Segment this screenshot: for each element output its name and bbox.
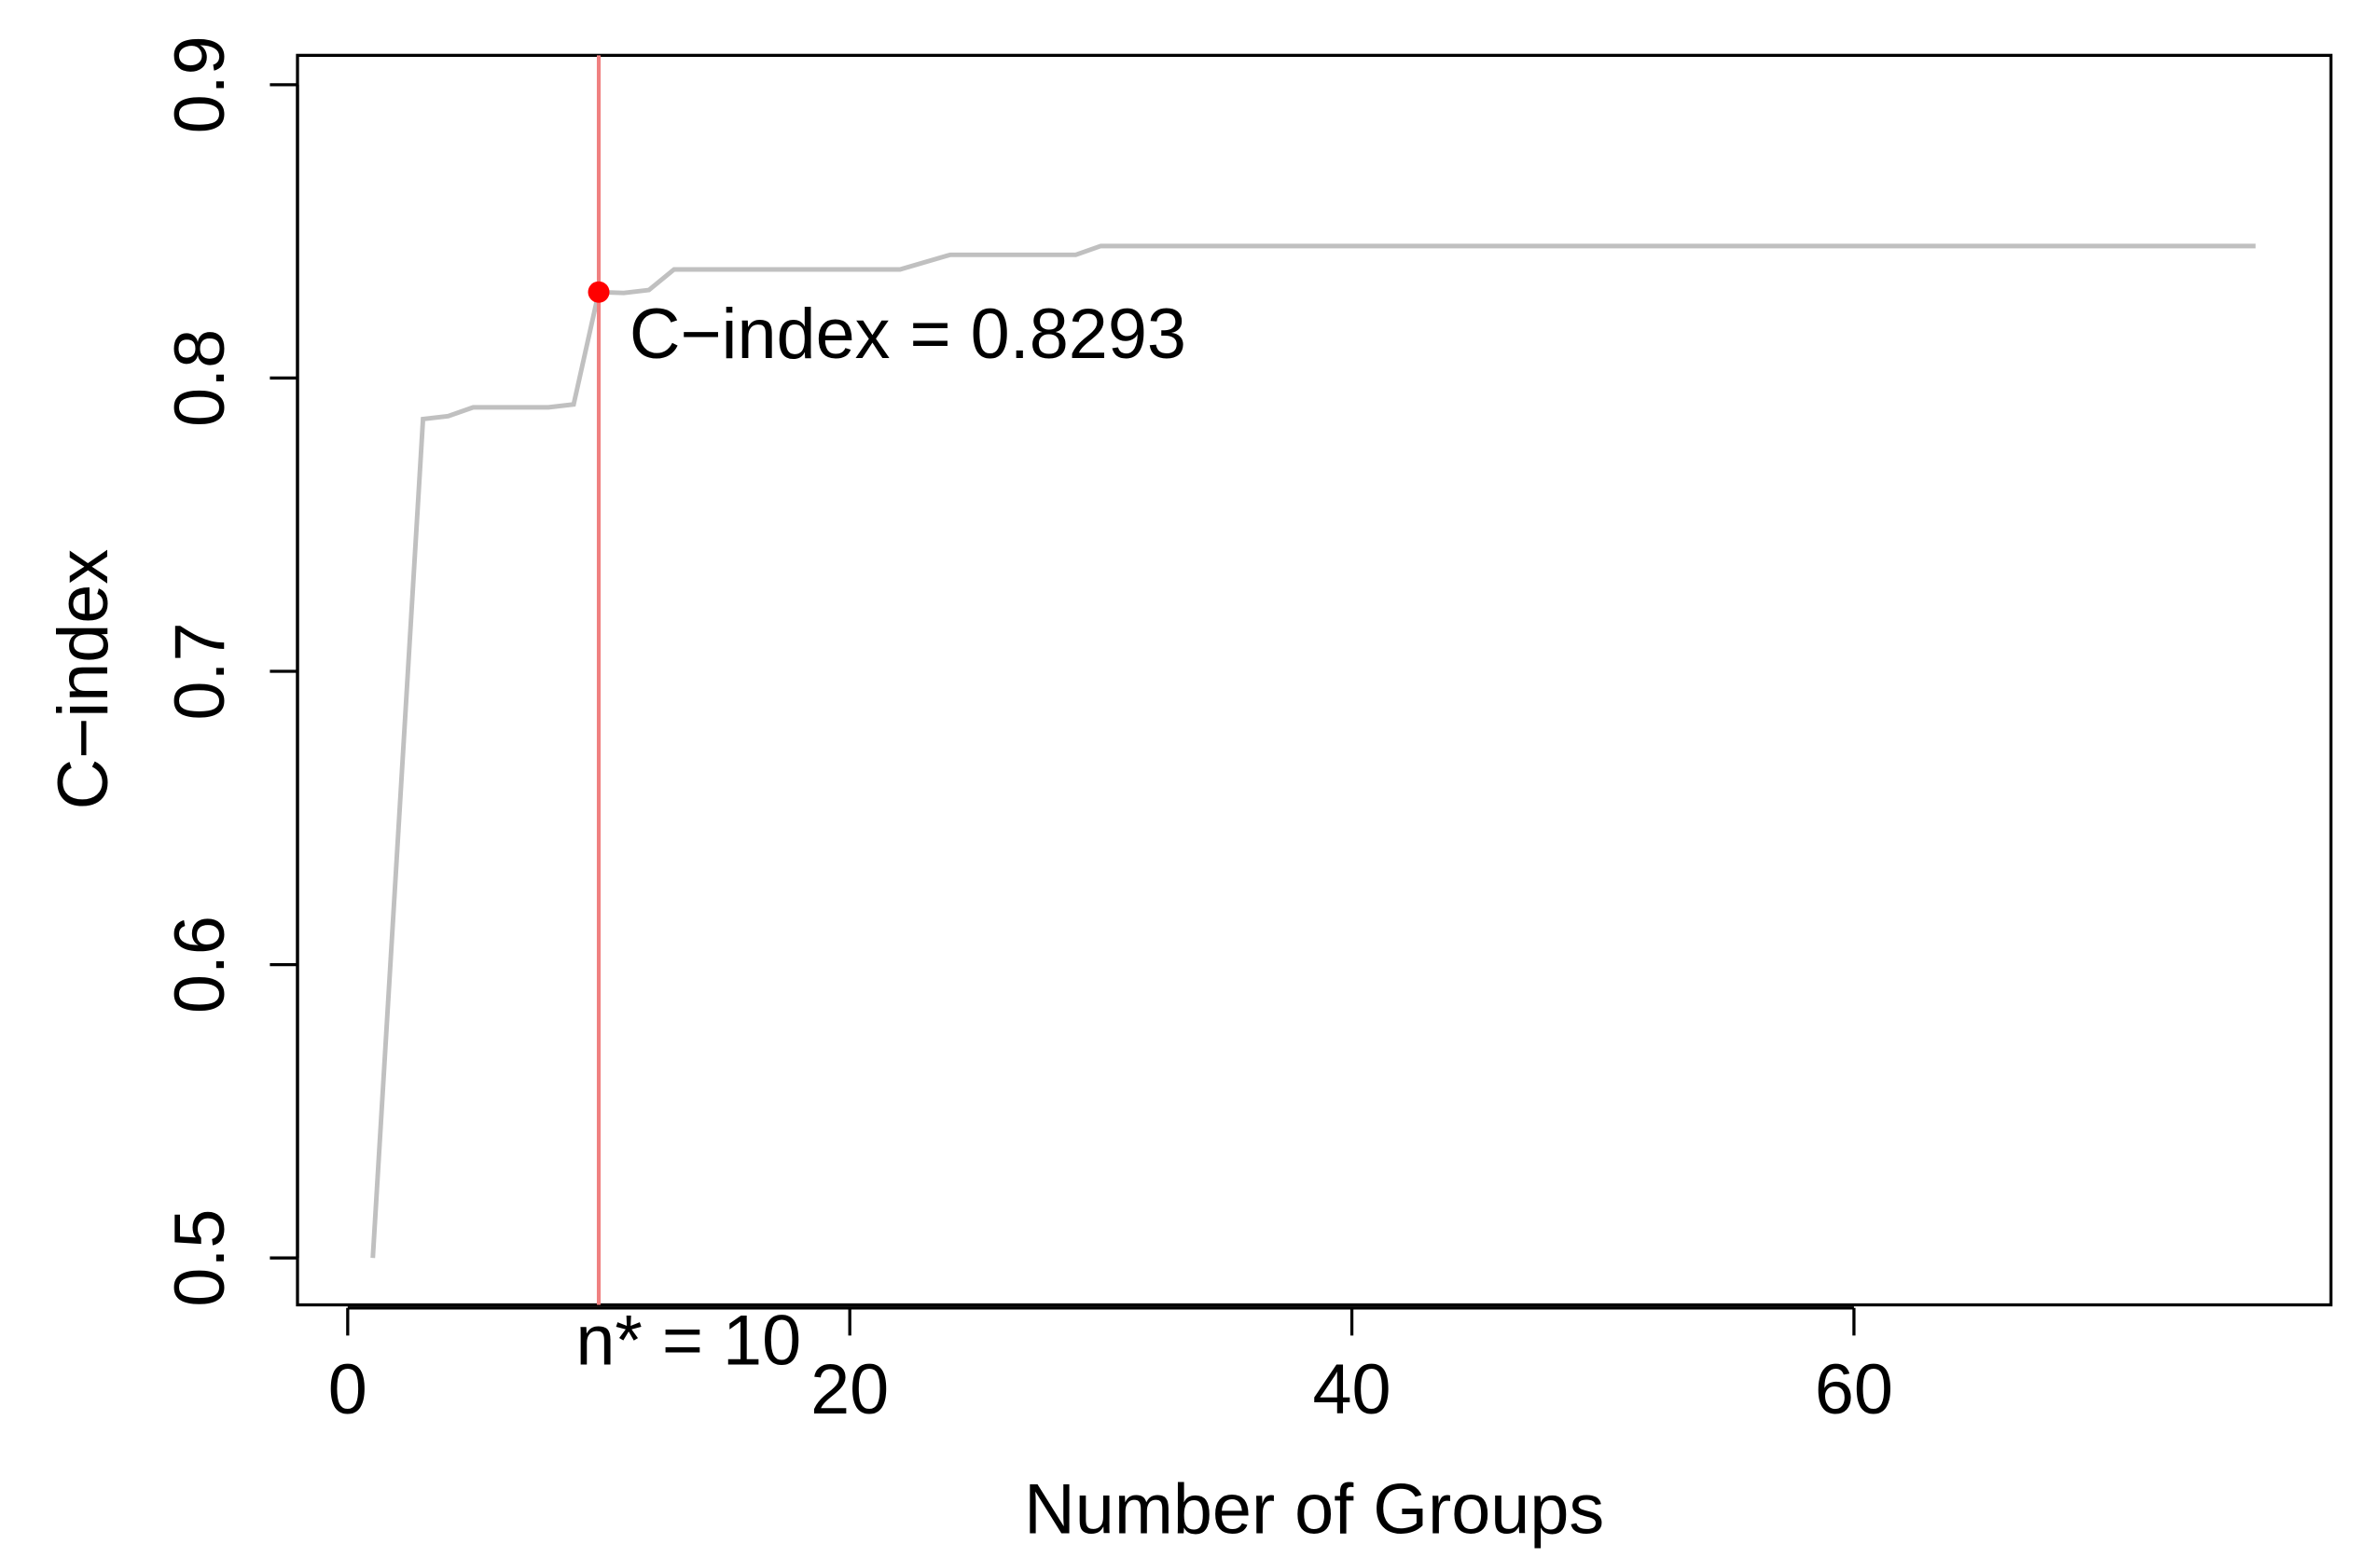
data-line — [370, 243, 2256, 1259]
selected-point — [588, 281, 610, 303]
c-index-annotation: C−index = 0.8293 — [630, 296, 1186, 374]
y-tick-label: 0.8 — [161, 329, 240, 427]
x-tick-label: 20 — [810, 1351, 889, 1429]
y-tick-label: 0.5 — [161, 1209, 240, 1307]
plot-frame — [296, 53, 2333, 1307]
x-tick-label: 60 — [1815, 1351, 1893, 1429]
x-tick-label: 0 — [328, 1351, 367, 1429]
y-tick-label: 0.6 — [161, 916, 240, 1013]
y-axis-label: C−index — [45, 549, 123, 810]
y-tick-label: 0.9 — [161, 35, 240, 133]
x-tick-label: 40 — [1313, 1351, 1391, 1429]
y-tick-label: 0.7 — [161, 622, 240, 720]
n-star-annotation: n* = 10 — [575, 1303, 801, 1381]
x-axis-label: Number of Groups — [1024, 1471, 1604, 1550]
